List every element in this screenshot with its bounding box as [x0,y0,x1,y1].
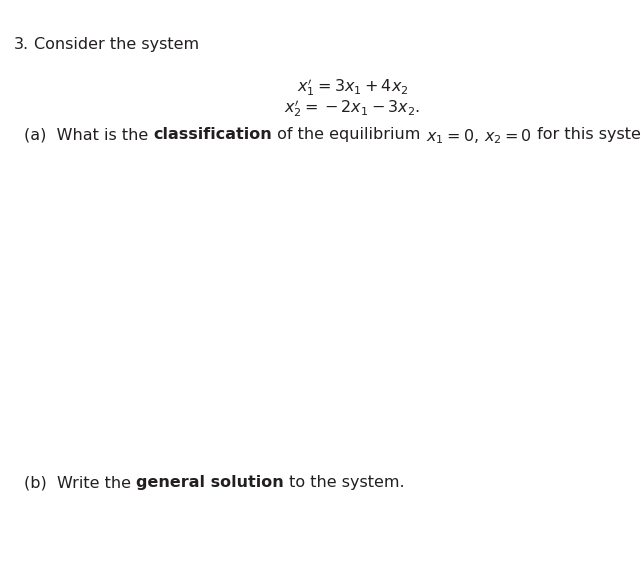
Text: of the equilibrium: of the equilibrium [272,127,426,143]
Text: 3.: 3. [14,37,29,52]
Text: for this system?: for this system? [532,127,641,143]
Text: $x_2' = -2x_1 - 3x_2.$: $x_2' = -2x_1 - 3x_2.$ [285,97,420,119]
Text: $x_1 = 0,\, x_2 = 0$: $x_1 = 0,\, x_2 = 0$ [426,127,532,146]
Text: to the system.: to the system. [284,475,405,491]
Text: classification: classification [154,127,272,143]
Text: (b)  Write the: (b) Write the [24,475,137,491]
Text: $x_1' = 3x_1 + 4x_2$: $x_1' = 3x_1 + 4x_2$ [297,76,408,98]
Text: general solution: general solution [137,475,284,491]
Text: (a)  What is the: (a) What is the [24,127,154,143]
Text: Consider the system: Consider the system [35,37,199,52]
